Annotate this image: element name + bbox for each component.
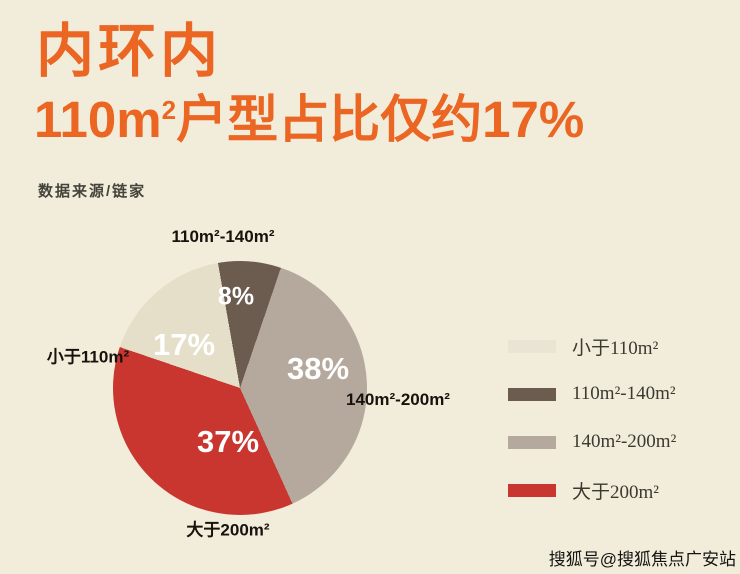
subtitle-superscript: 2: [161, 95, 177, 125]
subtitle-number: 110m: [34, 91, 162, 148]
slice-label-140-200: 140m²-200m²: [346, 390, 450, 409]
slice-label-110-140: 110m²-140m²: [171, 227, 275, 246]
legend-swatch: [508, 483, 556, 497]
legend-swatch: [508, 387, 556, 401]
legend-item: 大于200m²: [508, 479, 676, 503]
slice-percent-110-140: 8%: [217, 282, 255, 311]
slice-label-under-110: 小于110m²: [46, 347, 130, 367]
legend-swatch: [508, 339, 556, 353]
legend-item: 110m²-140m²: [508, 383, 676, 405]
page-subtitle: 110m2户型占比仅约17%: [34, 91, 585, 148]
slice-label-over-200: 大于200m²: [186, 520, 270, 540]
legend-label: 110m²-140m²: [572, 383, 676, 404]
data-source-label: 数据来源/链家: [38, 183, 147, 200]
pie-chart: [113, 261, 367, 515]
legend-item: 小于110m²: [508, 335, 676, 359]
legend-swatch: [508, 435, 556, 449]
legend-label: 140m²-200m²: [572, 431, 677, 452]
slice-percent-over-200: 37%: [196, 424, 260, 459]
legend-item: 140m²-200m²: [508, 431, 676, 453]
legend-label: 小于110m²: [572, 337, 659, 359]
page-title: 内环内: [36, 19, 223, 84]
slice-percent-140-200: 38%: [286, 351, 350, 386]
subtitle-text: 户型占比仅约17%: [176, 91, 585, 148]
watermark: 搜狐号@搜狐焦点广安站: [548, 550, 736, 569]
legend: 小于110m² 110m²-140m² 140m²-200m² 大于200m²: [508, 335, 676, 527]
legend-label: 大于200m²: [572, 481, 659, 503]
slice-percent-under-110: 17%: [152, 327, 216, 362]
